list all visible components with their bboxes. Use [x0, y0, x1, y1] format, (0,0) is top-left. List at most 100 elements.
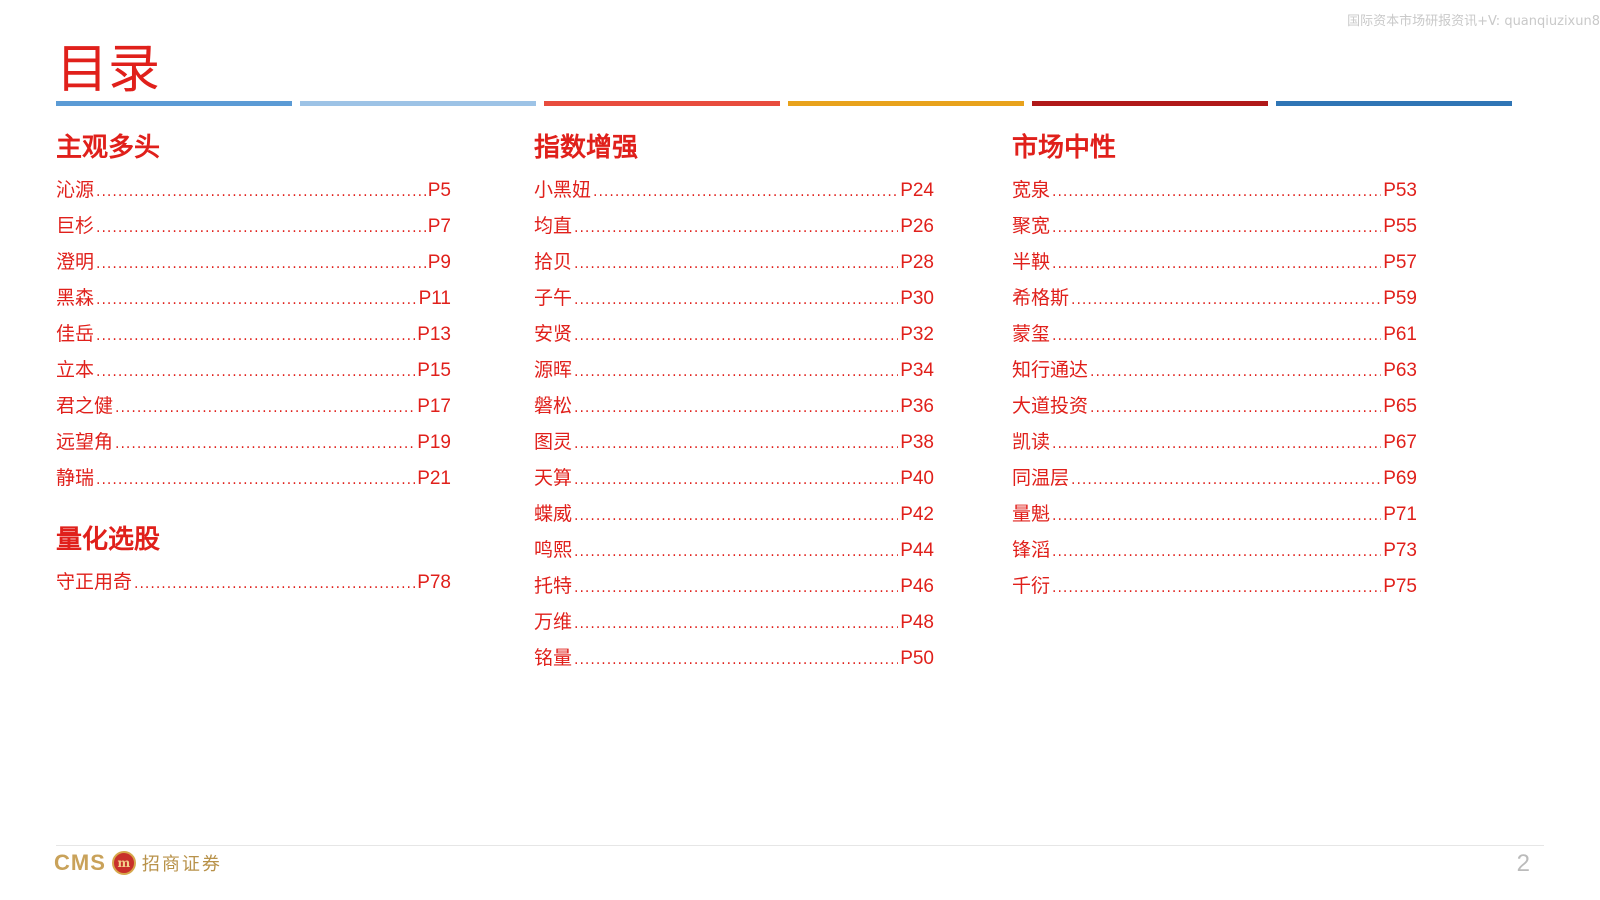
toc-dot-leader	[1052, 534, 1381, 570]
toc-entry[interactable]: 澄明 P9	[56, 244, 451, 280]
toc-dot-leader	[134, 566, 415, 602]
toc-entry[interactable]: 大道投资 P65	[1012, 388, 1417, 424]
toc-entry[interactable]: 希格斯 P59	[1012, 280, 1417, 316]
toc-entry[interactable]: 拾贝 P28	[534, 244, 934, 280]
logo-mark-icon: m	[111, 851, 136, 875]
toc-entry-page: P71	[1383, 504, 1417, 525]
toc-dot-leader	[593, 174, 898, 210]
toc-dot-leader	[574, 246, 898, 282]
toc-entry-label: 均直	[534, 215, 573, 237]
color-bar-segment	[544, 101, 780, 106]
toc-entry[interactable]: 立本 P15	[56, 352, 451, 388]
toc-entry-label: 天算	[534, 467, 573, 489]
section-title-quant-stock: 量化选股	[56, 525, 161, 555]
toc-entry-label: 拾贝	[534, 251, 573, 273]
toc-dot-leader	[574, 282, 898, 318]
color-bar-segment	[1032, 101, 1268, 106]
toc-entry[interactable]: 黑森 P11	[56, 280, 451, 316]
toc-dot-leader	[1090, 354, 1381, 390]
toc-entry-page: P50	[900, 648, 934, 669]
toc-entry[interactable]: 子午 P30	[534, 280, 934, 316]
toc-entry[interactable]: 知行通达 P63	[1012, 352, 1417, 388]
toc-list-subjective: 沁源 P5 巨杉 P7 澄明 P9 黑森 P11 佳岳 P13 立本 P15 君之健 P17 远望角 P19 静…	[56, 172, 451, 496]
toc-entry-page: P34	[900, 360, 934, 381]
toc-dot-leader	[574, 642, 898, 678]
toc-dot-leader	[574, 354, 898, 390]
toc-entry-label: 远望角	[56, 431, 114, 453]
toc-entry[interactable]: 铭量 P50	[534, 640, 934, 676]
toc-dot-leader	[1052, 570, 1381, 606]
toc-entry-page: P13	[417, 324, 451, 345]
toc-entry[interactable]: 安贤 P32	[534, 316, 934, 352]
toc-dot-leader	[96, 354, 415, 390]
toc-entry[interactable]: 宽泉 P53	[1012, 172, 1417, 208]
toc-entry-label: 小黑妞	[534, 179, 592, 201]
toc-entry[interactable]: 君之健 P17	[56, 388, 451, 424]
toc-dot-leader	[96, 318, 415, 354]
toc-entry[interactable]: 守正用奇 P78	[56, 564, 451, 600]
toc-entry[interactable]: 蒙玺 P61	[1012, 316, 1417, 352]
logo-company-name: 招商证券	[141, 854, 222, 875]
toc-entry[interactable]: 巨杉 P7	[56, 208, 451, 244]
toc-entry[interactable]: 鸣熙 P44	[534, 532, 934, 568]
toc-dot-leader	[1052, 498, 1381, 534]
toc-entry-label: 君之健	[56, 395, 114, 417]
toc-entry-page: P5	[427, 180, 451, 201]
toc-entry[interactable]: 远望角 P19	[56, 424, 451, 460]
toc-entry[interactable]: 万维 P48	[534, 604, 934, 640]
color-bar-segment	[1276, 101, 1512, 106]
toc-dot-leader	[1052, 426, 1381, 462]
toc-entry[interactable]: 半鞅 P57	[1012, 244, 1417, 280]
toc-entry[interactable]: 小黑妞 P24	[534, 172, 934, 208]
toc-dot-leader	[1052, 246, 1381, 282]
toc-entry[interactable]: 静瑞 P21	[56, 460, 451, 496]
toc-dot-leader	[1071, 282, 1381, 318]
toc-entry[interactable]: 图灵 P38	[534, 424, 934, 460]
toc-entry-label: 立本	[56, 359, 95, 381]
toc-entry[interactable]: 沁源 P5	[56, 172, 451, 208]
toc-entry-page: P73	[1383, 540, 1417, 561]
toc-entry[interactable]: 千衍 P75	[1012, 568, 1417, 604]
toc-entry-label: 子午	[534, 287, 573, 309]
toc-entry[interactable]: 源晖 P34	[534, 352, 934, 388]
toc-dot-leader	[96, 174, 426, 210]
toc-entry-label: 半鞅	[1012, 251, 1051, 273]
toc-entry-page: P21	[417, 468, 451, 489]
toc-dot-leader	[574, 390, 898, 426]
toc-dot-leader	[1052, 174, 1381, 210]
toc-entry-page: P24	[900, 180, 934, 201]
toc-entry-label: 大道投资	[1012, 395, 1089, 417]
toc-dot-leader	[96, 462, 415, 498]
toc-list-index-enhanced: 小黑妞 P24 均直 P26 拾贝 P28 子午 P30 安贤 P32 源晖 P34 磐松 P36 图灵 P3…	[534, 172, 934, 676]
toc-entry[interactable]: 锋滔 P73	[1012, 532, 1417, 568]
color-bar-segment	[56, 101, 292, 106]
toc-entry-page: P59	[1383, 288, 1417, 309]
toc-entry-page: P40	[900, 468, 934, 489]
toc-dot-leader	[1052, 210, 1381, 246]
toc-entry-label: 源晖	[534, 359, 573, 381]
toc-entry-page: P28	[900, 252, 934, 273]
toc-entry[interactable]: 托特 P46	[534, 568, 934, 604]
toc-entry-page: P57	[1383, 252, 1417, 273]
toc-entry-label: 铭量	[534, 647, 573, 669]
toc-list-market-neutral: 宽泉 P53 聚宽 P55 半鞅 P57 希格斯 P59 蒙玺 P61 知行通达 P63 大道投资 P65…	[1012, 172, 1417, 604]
toc-entry-label: 希格斯	[1012, 287, 1070, 309]
toc-entry[interactable]: 蝶威 P42	[534, 496, 934, 532]
toc-entry[interactable]: 磐松 P36	[534, 388, 934, 424]
toc-entry-page: P53	[1383, 180, 1417, 201]
toc-entry[interactable]: 凯读 P67	[1012, 424, 1417, 460]
toc-dot-leader	[115, 390, 415, 426]
toc-entry-label: 托特	[534, 575, 573, 597]
toc-entry-label: 沁源	[56, 179, 95, 201]
toc-entry-label: 守正用奇	[56, 571, 133, 593]
toc-entry-label: 知行通达	[1012, 359, 1089, 381]
toc-entry[interactable]: 同温层 P69	[1012, 460, 1417, 496]
toc-entry-page: P78	[417, 572, 451, 593]
toc-entry-page: P19	[417, 432, 451, 453]
toc-entry[interactable]: 聚宽 P55	[1012, 208, 1417, 244]
toc-entry[interactable]: 量魁 P71	[1012, 496, 1417, 532]
toc-entry[interactable]: 佳岳 P13	[56, 316, 451, 352]
toc-dot-leader	[574, 534, 898, 570]
toc-entry[interactable]: 均直 P26	[534, 208, 934, 244]
toc-entry[interactable]: 天算 P40	[534, 460, 934, 496]
